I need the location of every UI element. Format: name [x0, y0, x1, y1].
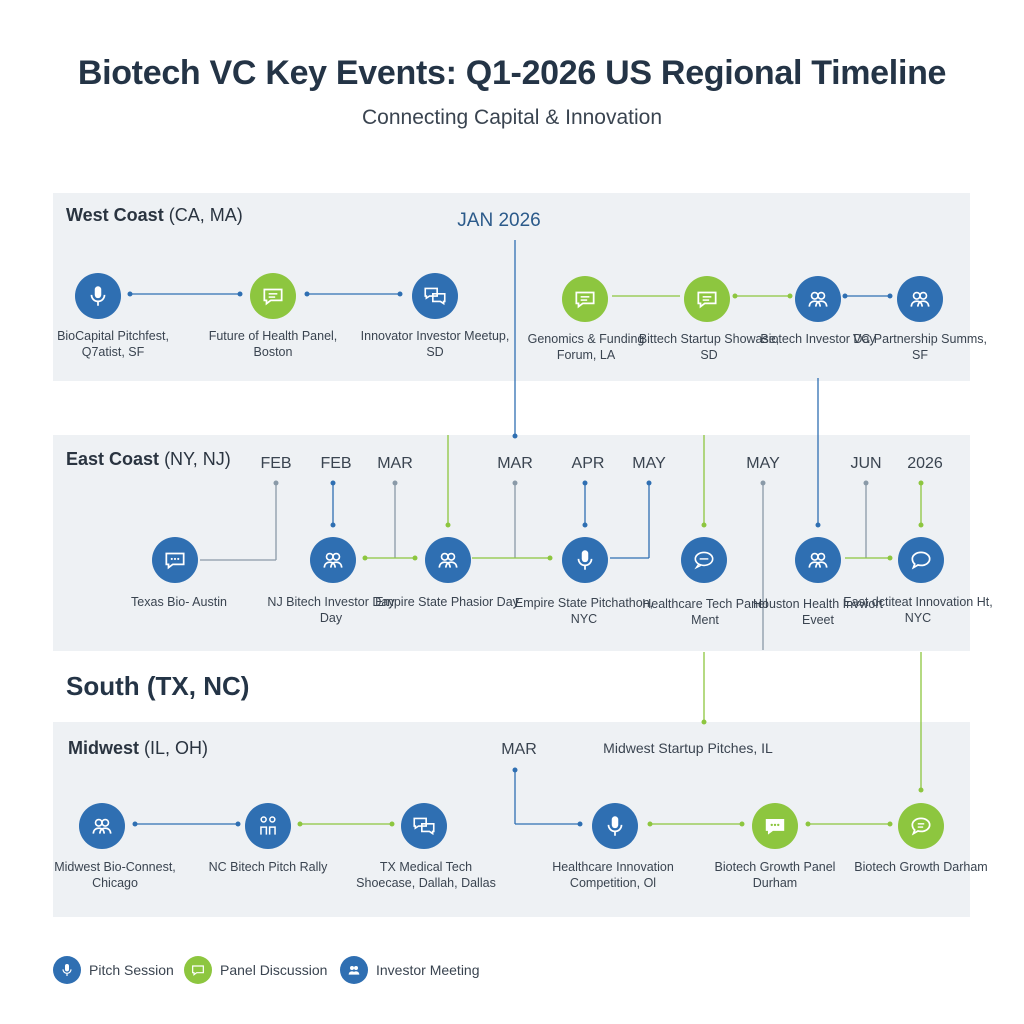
chat-icon	[911, 817, 931, 836]
event-label: Healthcare Innovation Competition, Ol	[552, 860, 674, 890]
microphone-icon	[62, 964, 72, 976]
event-node[interactable]	[684, 276, 730, 322]
microphone-icon	[90, 286, 106, 306]
microphone-icon	[577, 550, 593, 570]
people-icon	[348, 966, 360, 975]
chat-icon	[765, 818, 785, 835]
month-may: MAY	[746, 455, 780, 472]
event-node[interactable]	[898, 803, 944, 849]
chat-icon	[575, 291, 595, 309]
event-node[interactable]	[681, 537, 727, 583]
people-icon	[438, 552, 458, 568]
chat-bubbles-icon	[413, 817, 435, 836]
people-icon	[808, 291, 828, 307]
legend-swatch	[340, 956, 368, 984]
month-may: MAY	[632, 455, 666, 472]
event-label: Texas Bio- Austin	[131, 595, 227, 609]
page-title: Biotech VC Key Events: Q1-2026 US Region…	[77, 54, 947, 92]
chat-icon	[192, 965, 204, 976]
month-mar: MAR	[497, 455, 533, 472]
month-feb: FEB	[260, 455, 292, 472]
legend-label: Pitch Session	[89, 962, 174, 978]
chat-icon	[697, 291, 717, 309]
legend-item-panel: Panel Discussion	[184, 956, 327, 984]
page-subtitle: Connecting Capital & Innovation	[361, 106, 663, 129]
event-label: Innovator Investor Meetup, SD	[360, 329, 510, 359]
event-node[interactable]	[412, 273, 458, 319]
legend-label: Investor Meeting	[376, 962, 480, 978]
event-label: Midwest Bio-Connest, Chicago	[54, 860, 176, 890]
event-node[interactable]	[795, 537, 841, 583]
event-label: NC Bitech Pitch Rally	[208, 860, 328, 874]
event-node[interactable]	[562, 276, 608, 322]
midwest-header-event: Midwest Startup Pitches, IL	[603, 740, 773, 756]
chat-bubbles-icon	[694, 551, 714, 570]
event-node[interactable]	[152, 537, 198, 583]
chat-icon	[911, 551, 931, 570]
legend-swatch	[53, 956, 81, 984]
region-east-coast: East Coast (NY, NJ)	[66, 449, 231, 469]
event-label: Empire State Phasior Day	[375, 595, 519, 609]
legend-item-pitch: Pitch Session	[53, 956, 174, 984]
event-label: Bittech Startup Showase, SD	[638, 332, 780, 362]
two-people-icon	[260, 816, 276, 835]
month-mar: MAR	[501, 741, 537, 758]
event-label: Biotech Investor Day	[760, 332, 876, 346]
legend-item-investor: Investor Meeting	[340, 956, 480, 984]
event-label: Future of Health Panel, Boston	[208, 329, 338, 359]
event-node[interactable]	[401, 803, 447, 849]
event-label: Genomics & Funding Forum, LA	[527, 332, 645, 362]
event-node[interactable]	[250, 273, 296, 319]
chat-bubbles-icon	[424, 287, 446, 306]
month-jun: JUN	[850, 455, 882, 472]
event-node[interactable]	[562, 537, 608, 583]
event-node[interactable]	[75, 273, 121, 319]
people-icon	[92, 818, 112, 834]
people-icon	[808, 552, 828, 568]
event-label: Empire State Pitchathon, NYC	[514, 596, 654, 626]
region-west-coast: West Coast (CA, MA)	[66, 205, 243, 225]
event-label: Houston Health Invwort Eveet	[753, 597, 883, 627]
event-label: Biotech Growth Panel Durham	[714, 860, 836, 890]
month-feb: FEB	[320, 455, 352, 472]
microphone-icon	[607, 816, 623, 836]
region-midwest: Midwest (IL, OH)	[68, 738, 209, 758]
region-south: South (TX, NC)	[66, 671, 250, 701]
event-node[interactable]	[897, 276, 943, 322]
event-node[interactable]	[310, 537, 356, 583]
event-node[interactable]	[245, 803, 291, 849]
month-apr: APR	[571, 455, 605, 472]
event-label: NJ Bitech Investor Day Day	[267, 595, 395, 625]
event-node[interactable]	[425, 537, 471, 583]
people-icon	[910, 291, 930, 307]
event-node[interactable]	[752, 803, 798, 849]
event-label: TX Medical Tech Shoecase, Dallah, Dallas	[356, 860, 496, 890]
event-label: Biotech Growth Darham	[854, 860, 988, 874]
event-node[interactable]	[795, 276, 841, 322]
midwest-band	[53, 722, 970, 917]
month-2026: 2026	[907, 455, 943, 472]
event-node[interactable]	[79, 803, 125, 849]
event-label: East dctiteat Innovation Ht, NYC	[843, 595, 993, 625]
event-label: Healthcare Tech Panel Ment	[642, 597, 768, 627]
legend-label: Panel Discussion	[220, 962, 328, 978]
chat-icon	[263, 288, 283, 306]
event-label: BioCapital Pitchfest, Q7atist, SF	[57, 329, 169, 359]
month-mar: MAR	[377, 455, 413, 472]
event-node[interactable]	[592, 803, 638, 849]
legend-swatch	[184, 956, 212, 984]
people-icon	[323, 552, 343, 568]
event-label: VC Partnership Summs, SF	[852, 332, 988, 362]
event-node[interactable]	[898, 537, 944, 583]
chat-icon	[165, 552, 185, 570]
month-jan-2026: JAN 2026	[457, 210, 541, 231]
